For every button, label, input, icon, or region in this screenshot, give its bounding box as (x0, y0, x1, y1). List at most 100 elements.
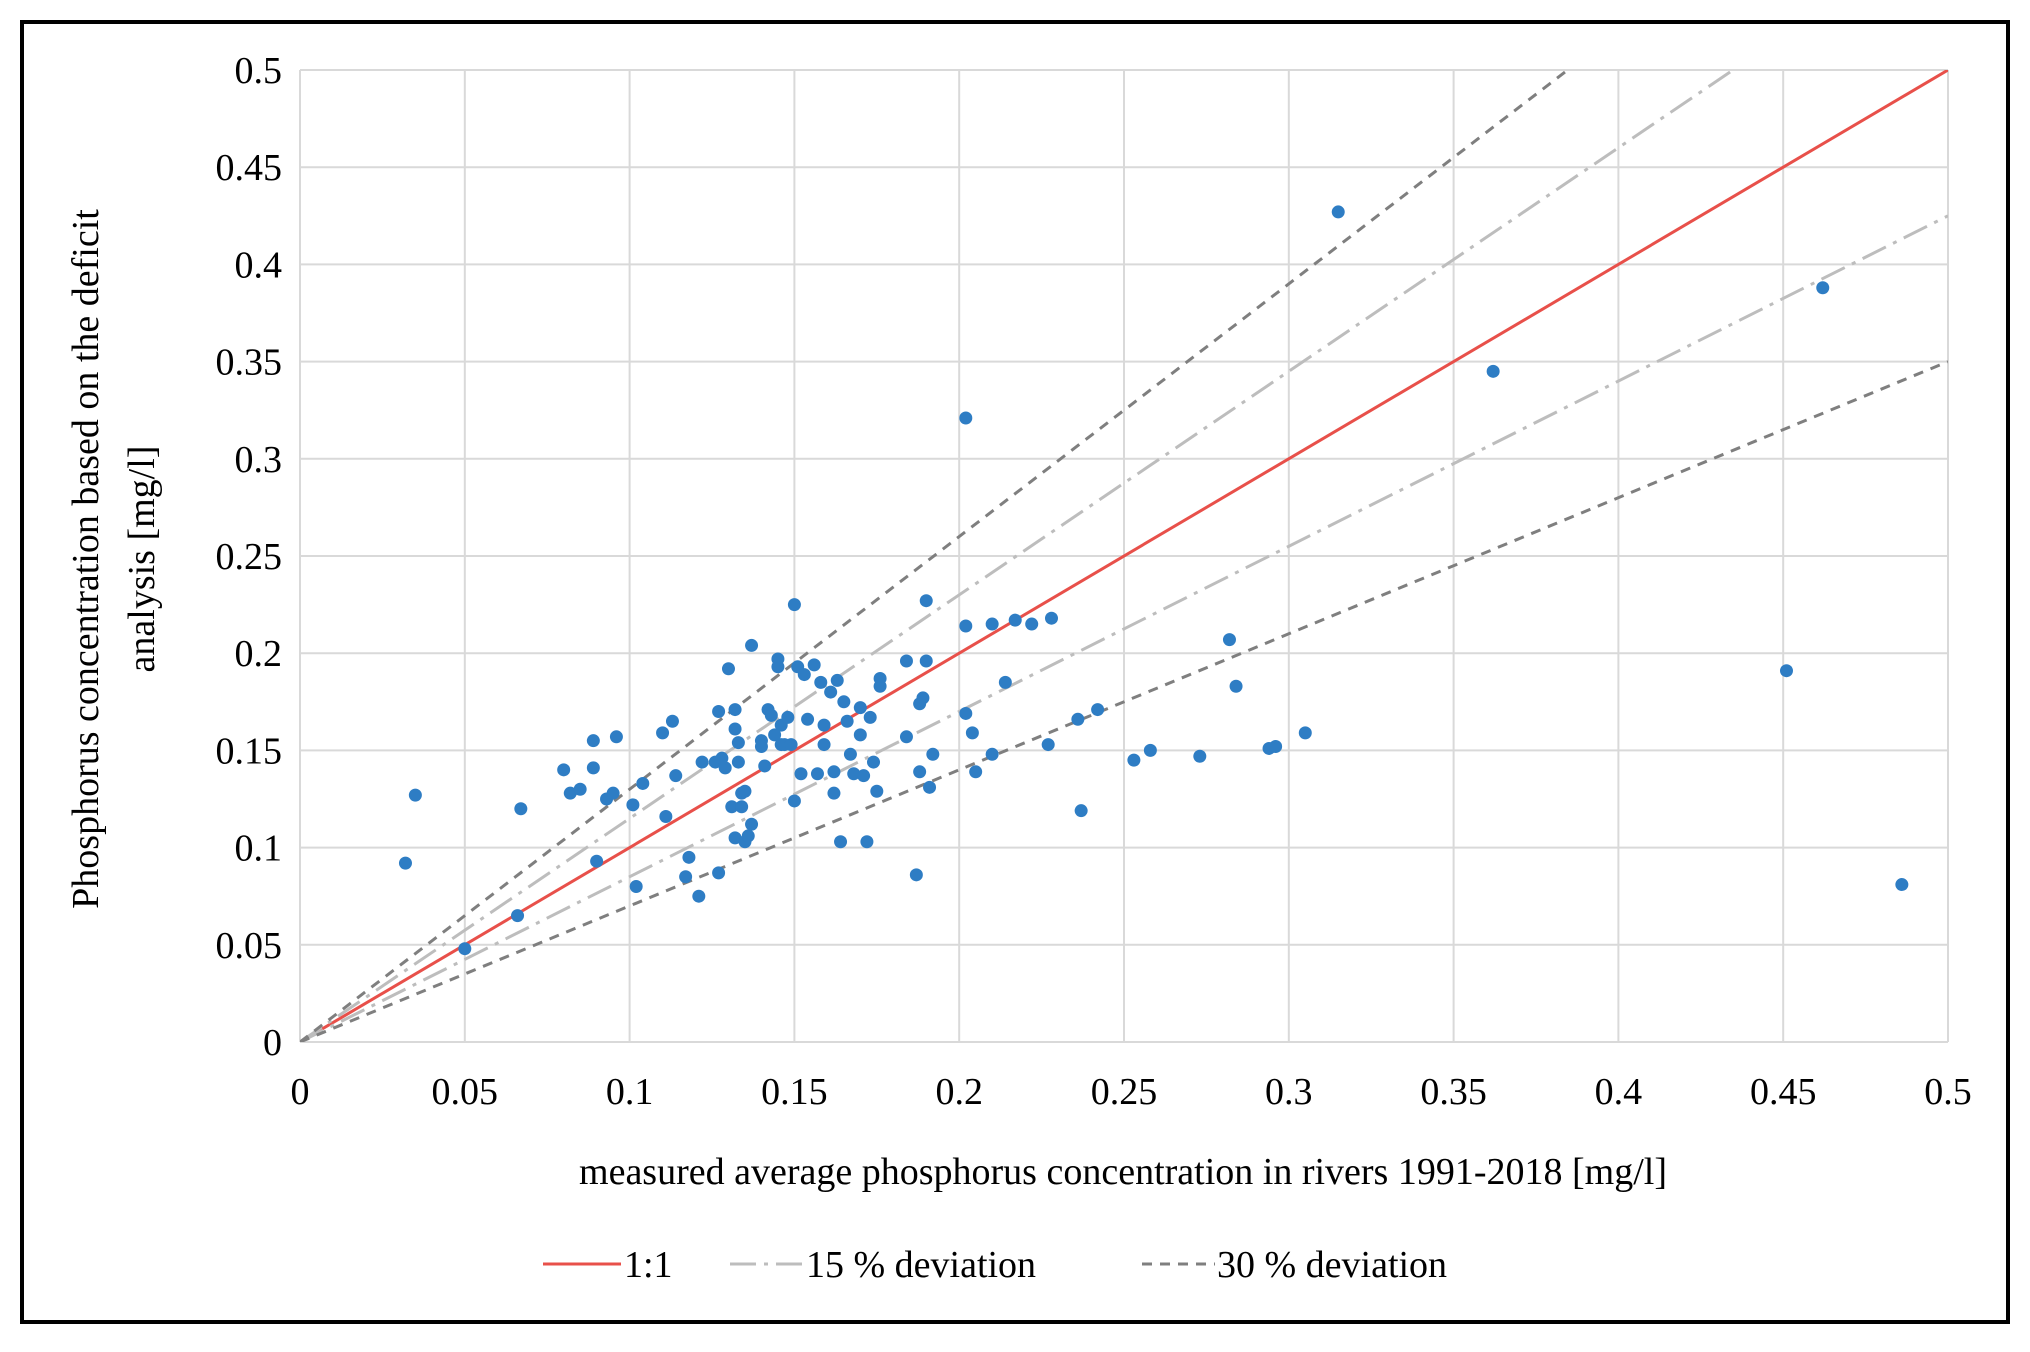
y-tick-label-6: 0.3 (235, 439, 283, 481)
data-point-112 (1143, 743, 1157, 757)
data-point-56 (784, 738, 798, 752)
data-point-21 (679, 870, 693, 884)
legend-label-1to1: 1:1 (624, 1244, 673, 1286)
x-tick-label-10: 0.5 (1924, 1071, 1972, 1113)
data-point-86 (899, 730, 913, 744)
data-point-72 (834, 835, 848, 849)
data-point-8 (586, 734, 600, 748)
data-point-3 (511, 909, 525, 923)
gridlines (299, 69, 1949, 1043)
data-point-115 (1229, 679, 1243, 693)
data-points (398, 205, 1909, 956)
data-point-39 (738, 784, 752, 798)
data-point-76 (847, 767, 861, 781)
x-tick-label-2: 0.1 (606, 1071, 654, 1113)
x-tick-label-1: 0.05 (432, 1071, 499, 1113)
data-point-102 (985, 617, 999, 631)
data-point-14 (626, 798, 640, 812)
data-point-88 (909, 868, 923, 882)
data-point-101 (985, 747, 999, 761)
scatter-chart: 0 0.05 0.1 0.15 0.2 0.25 0.3 0.35 0.4 0.45 0.5 0 0.0… (65, 50, 1972, 1286)
x-tick-label-0: 0 (291, 1071, 310, 1113)
ref-line-30-deviation-lower (300, 360, 1948, 1042)
y-tick-label-8: 0.4 (235, 244, 283, 286)
data-point-27 (712, 705, 726, 719)
data-point-117 (1269, 740, 1283, 754)
data-point-61 (797, 668, 811, 682)
data-point-91 (916, 691, 930, 705)
data-point-2 (458, 942, 472, 956)
data-point-82 (867, 755, 881, 769)
legend-label-15pct: 15 % deviation (806, 1244, 1036, 1286)
x-tick-label-7: 0.35 (1420, 1071, 1487, 1113)
data-point-114 (1222, 633, 1236, 647)
data-point-69 (827, 765, 841, 779)
reference-lines (300, 70, 1948, 1042)
data-point-113 (1193, 749, 1207, 763)
data-point-68 (824, 685, 838, 699)
data-point-26 (712, 866, 726, 880)
data-point-60 (794, 767, 808, 781)
data-point-41 (741, 829, 755, 843)
data-point-37 (735, 800, 749, 814)
data-point-100 (969, 765, 983, 779)
y-tick-label-2: 0.1 (235, 828, 283, 870)
data-point-121 (1779, 664, 1793, 678)
data-point-49 (768, 728, 782, 742)
data-point-15 (629, 879, 643, 893)
data-point-43 (745, 638, 759, 652)
data-point-87 (899, 654, 913, 668)
data-point-12 (606, 786, 620, 800)
data-point-5 (557, 763, 571, 777)
x-tick-label-3: 0.15 (761, 1071, 828, 1113)
data-point-13 (609, 730, 623, 744)
data-point-104 (1008, 613, 1022, 627)
y-tick-label-7: 0.35 (216, 342, 283, 384)
data-point-123 (1895, 878, 1909, 892)
data-point-107 (1044, 611, 1058, 625)
data-point-83 (870, 784, 884, 798)
data-point-18 (659, 809, 673, 823)
data-point-99 (965, 726, 979, 740)
data-point-108 (1071, 712, 1085, 726)
ref-line-15-deviation-upper (300, 70, 1734, 1042)
data-point-71 (830, 673, 844, 687)
data-point-120 (1486, 364, 1500, 378)
data-point-29 (718, 761, 732, 775)
data-point-96 (959, 411, 973, 425)
data-point-64 (810, 767, 824, 781)
data-point-62 (801, 712, 815, 726)
data-point-122 (1816, 281, 1830, 295)
data-point-63 (807, 658, 821, 672)
legend-label-30pct: 30 % deviation (1217, 1244, 1447, 1286)
data-point-111 (1127, 753, 1141, 767)
data-point-80 (860, 835, 874, 849)
data-point-16 (636, 776, 650, 790)
data-point-58 (787, 794, 801, 808)
data-point-118 (1298, 726, 1312, 740)
data-point-36 (731, 755, 745, 769)
data-point-73 (837, 695, 851, 709)
data-point-0 (398, 856, 412, 870)
y-tick-label-10: 0.5 (235, 50, 283, 92)
y-tick-label-0: 0 (263, 1022, 282, 1064)
data-point-22 (682, 850, 696, 864)
y-tick-label-4: 0.2 (235, 633, 283, 675)
y-axis-title: Phosphorus concentration based on the de… (65, 209, 163, 909)
data-point-55 (781, 710, 795, 724)
y-axis-title-line-2: analysis [mg/l] (121, 446, 163, 673)
data-point-109 (1074, 804, 1088, 818)
data-point-45 (754, 740, 768, 754)
data-point-34 (728, 831, 742, 845)
data-point-90 (913, 765, 927, 779)
ref-line-15-deviation-lower (300, 214, 1948, 1042)
data-point-77 (853, 728, 867, 742)
x-tick-label-6: 0.3 (1265, 1071, 1313, 1113)
data-point-42 (745, 817, 759, 831)
data-point-103 (998, 675, 1012, 689)
data-point-17 (656, 726, 670, 740)
data-point-23 (692, 889, 706, 903)
data-point-94 (923, 780, 937, 794)
data-point-30 (721, 662, 735, 676)
data-point-95 (926, 747, 940, 761)
